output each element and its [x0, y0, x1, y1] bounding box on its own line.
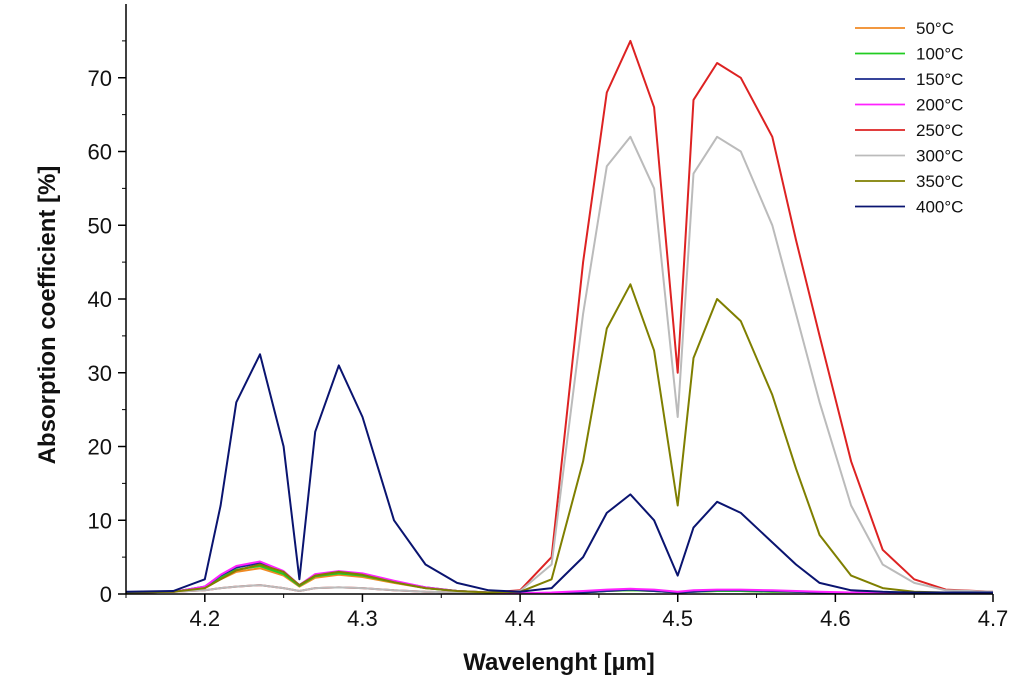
series-line-5 — [125, 135, 994, 594]
series-line-4 — [125, 39, 994, 594]
y-tick-label: 30 — [88, 361, 112, 386]
x-axis-title: Wavelenght [µm] — [463, 649, 655, 676]
x-ticks: 4.2 4.3 4.4 4.5 4.6 4.7 — [125, 594, 1009, 631]
y-tick-label: 50 — [88, 213, 112, 238]
x-tick-label: 4.5 — [662, 606, 693, 631]
legend: 50°C 100°C 150°C 200°C 250°C 300°C 350°C 400°C — [855, 19, 963, 217]
x-tick-label: 4.2 — [190, 606, 221, 631]
legend-label: 100°C — [916, 45, 963, 64]
y-tick-label: 70 — [88, 66, 112, 91]
legend-label: 50°C — [916, 19, 954, 38]
y-tick-label: 10 — [88, 508, 112, 533]
y-ticks: 0 10 20 30 40 50 60 70 — [88, 40, 126, 607]
y-tick-label: 40 — [88, 287, 112, 312]
legend-label: 350°C — [916, 172, 963, 191]
y-tick-label: 0 — [100, 582, 112, 607]
series-line-3 — [125, 560, 993, 595]
y-tick-label: 20 — [88, 435, 112, 460]
x-tick-label: 4.4 — [505, 606, 536, 631]
x-tick-label: 4.3 — [347, 606, 378, 631]
legend-label: 150°C — [916, 70, 963, 89]
series-layer — [125, 39, 994, 595]
x-tick-label: 4.7 — [978, 606, 1009, 631]
legend-label: 400°C — [916, 198, 963, 217]
legend-label: 200°C — [916, 96, 963, 115]
y-axis-title: Absorption coefficient [%] — [34, 166, 61, 465]
x-tick-label: 4.6 — [820, 606, 851, 631]
legend-label: 300°C — [916, 147, 963, 166]
y-tick-label: 60 — [88, 140, 112, 165]
series-line-6 — [125, 283, 993, 594]
series-line-7 — [125, 353, 993, 594]
legend-label: 250°C — [916, 121, 963, 140]
